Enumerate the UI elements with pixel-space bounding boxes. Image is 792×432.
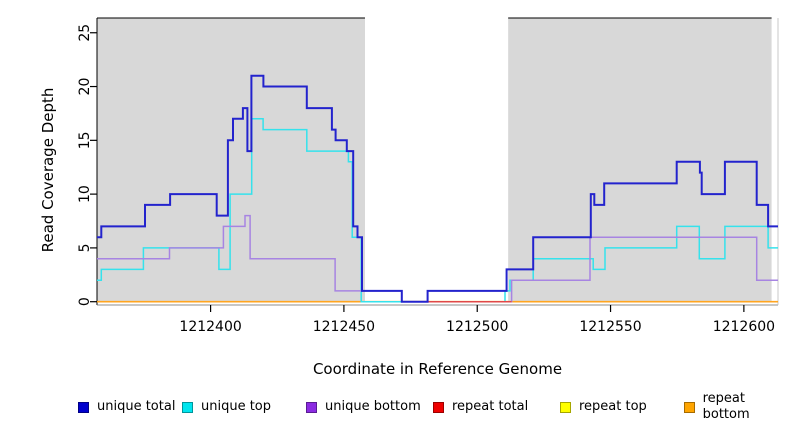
legend-item-unique-total: unique total [78, 399, 175, 415]
shaded-region [508, 18, 772, 302]
legend-label: repeat top [579, 399, 647, 414]
y-tick-label: 5 [77, 243, 93, 252]
legend-swatch-icon [684, 401, 695, 413]
legend-label: repeat total [452, 399, 529, 414]
legend-label: repeat bottom [702, 391, 750, 422]
legend-item-repeat-top: repeat top [560, 399, 647, 415]
x-tick-label: 1212600 [713, 319, 775, 335]
legend-swatch-icon [182, 401, 193, 413]
x-tick-label: 1212550 [579, 319, 641, 335]
legend-swatch-icon [433, 401, 444, 413]
y-tick-label: 0 [77, 297, 93, 306]
y-tick-label: 25 [77, 24, 93, 42]
legend-swatch-icon [560, 401, 571, 413]
y-axis-label: Read Coverage Depth [39, 87, 57, 253]
legend-item-unique-bottom: unique bottom [306, 399, 421, 415]
legend-label: unique total [97, 399, 176, 414]
y-tick-label: 20 [77, 78, 93, 96]
legend-item-repeat-bottom: repeat bottom [684, 391, 792, 422]
y-tick-label: 10 [77, 185, 93, 203]
legend-item-unique-top: unique top [182, 399, 271, 415]
x-tick-label: 1212500 [446, 319, 508, 335]
legend-label: unique bottom [325, 399, 421, 414]
legend-label: unique top [201, 399, 272, 414]
legend-swatch-icon [306, 401, 317, 413]
series-unique-total [97, 74, 778, 303]
plot-legend: unique total unique top unique bottom repea… [0, 391, 792, 423]
legend-swatch-icon [78, 401, 89, 413]
y-tick-label: 15 [77, 131, 93, 149]
legend-item-repeat-total: repeat total [433, 399, 528, 415]
shaded-region [97, 18, 365, 302]
x-axis-label: Coordinate in Reference Genome [312, 360, 563, 378]
x-tick-label: 1212450 [313, 319, 375, 335]
series-unique-bottom [97, 214, 778, 303]
x-tick-label: 1212400 [179, 319, 241, 335]
